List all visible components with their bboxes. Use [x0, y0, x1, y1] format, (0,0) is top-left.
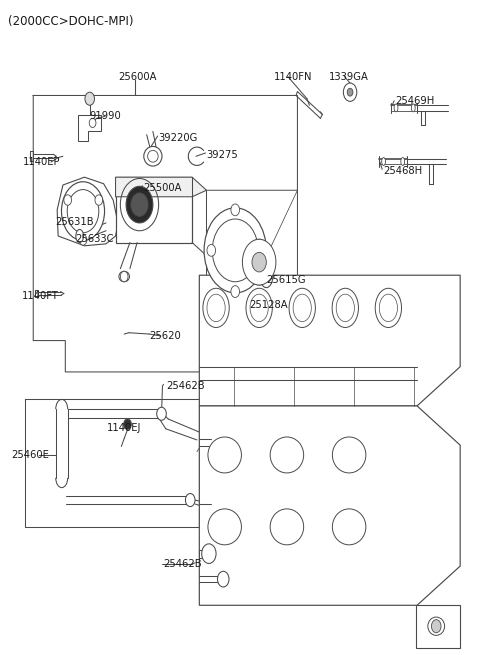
- Text: 39275: 39275: [206, 150, 238, 160]
- Text: 1140EP: 1140EP: [23, 157, 60, 167]
- Circle shape: [95, 195, 103, 205]
- Text: 25620: 25620: [149, 331, 181, 341]
- Ellipse shape: [332, 437, 366, 473]
- Ellipse shape: [375, 288, 402, 328]
- Text: 25462B: 25462B: [166, 381, 204, 391]
- Ellipse shape: [332, 288, 359, 328]
- Text: 25468H: 25468H: [384, 166, 423, 176]
- Circle shape: [204, 208, 266, 293]
- Ellipse shape: [411, 104, 415, 112]
- Circle shape: [67, 189, 99, 233]
- Ellipse shape: [336, 294, 354, 322]
- Ellipse shape: [246, 239, 272, 285]
- Ellipse shape: [76, 229, 84, 242]
- Text: 39220G: 39220G: [158, 133, 198, 143]
- Ellipse shape: [250, 294, 268, 322]
- Text: 25615G: 25615G: [266, 276, 306, 286]
- Ellipse shape: [382, 158, 385, 166]
- Ellipse shape: [428, 617, 444, 635]
- Circle shape: [185, 493, 195, 506]
- Circle shape: [212, 219, 258, 282]
- Text: 25469H: 25469H: [396, 96, 435, 105]
- Circle shape: [120, 271, 128, 282]
- Circle shape: [255, 244, 264, 256]
- Text: 25128A: 25128A: [250, 300, 288, 310]
- Circle shape: [432, 620, 441, 633]
- Bar: [116, 177, 192, 242]
- Text: (2000CC>DOHC-MPI): (2000CC>DOHC-MPI): [8, 15, 133, 28]
- Polygon shape: [199, 275, 460, 406]
- Circle shape: [131, 193, 148, 216]
- Text: 1140EJ: 1140EJ: [107, 422, 141, 432]
- Ellipse shape: [332, 509, 366, 545]
- Ellipse shape: [270, 437, 304, 473]
- Text: 91990: 91990: [89, 111, 121, 121]
- Circle shape: [157, 407, 166, 421]
- Text: 1140FN: 1140FN: [274, 71, 312, 81]
- Text: 25633C: 25633C: [75, 234, 113, 244]
- Circle shape: [126, 186, 153, 223]
- Polygon shape: [206, 190, 298, 372]
- Circle shape: [61, 181, 105, 240]
- Polygon shape: [78, 115, 101, 141]
- Ellipse shape: [379, 294, 397, 322]
- Circle shape: [347, 88, 353, 96]
- Polygon shape: [416, 605, 460, 648]
- Ellipse shape: [208, 437, 241, 473]
- Ellipse shape: [203, 288, 229, 328]
- Circle shape: [79, 234, 87, 245]
- Circle shape: [217, 571, 229, 587]
- Circle shape: [124, 419, 132, 430]
- Text: 1339GA: 1339GA: [329, 71, 369, 81]
- Circle shape: [252, 252, 266, 272]
- Ellipse shape: [208, 509, 241, 545]
- Circle shape: [85, 92, 95, 105]
- Ellipse shape: [148, 151, 158, 162]
- Circle shape: [207, 244, 216, 256]
- Ellipse shape: [144, 147, 162, 166]
- Ellipse shape: [260, 263, 273, 288]
- Polygon shape: [199, 406, 460, 605]
- Ellipse shape: [293, 294, 312, 322]
- Text: 25600A: 25600A: [118, 72, 156, 82]
- Text: 25460E: 25460E: [11, 450, 49, 460]
- Text: 25462B: 25462B: [163, 559, 202, 569]
- Ellipse shape: [394, 104, 398, 112]
- Circle shape: [242, 239, 276, 285]
- Circle shape: [231, 286, 240, 297]
- Circle shape: [231, 204, 240, 215]
- Polygon shape: [116, 177, 206, 196]
- Text: 1140FT: 1140FT: [22, 291, 59, 301]
- Circle shape: [343, 83, 357, 102]
- Ellipse shape: [270, 509, 304, 545]
- Ellipse shape: [289, 288, 315, 328]
- Ellipse shape: [246, 288, 272, 328]
- Text: 25631B: 25631B: [56, 217, 95, 227]
- Circle shape: [202, 544, 216, 563]
- Text: 25500A: 25500A: [144, 183, 182, 193]
- Circle shape: [64, 195, 72, 205]
- Ellipse shape: [119, 271, 130, 282]
- Polygon shape: [57, 177, 118, 246]
- Ellipse shape: [207, 294, 225, 322]
- Circle shape: [89, 119, 96, 128]
- Ellipse shape: [401, 158, 405, 166]
